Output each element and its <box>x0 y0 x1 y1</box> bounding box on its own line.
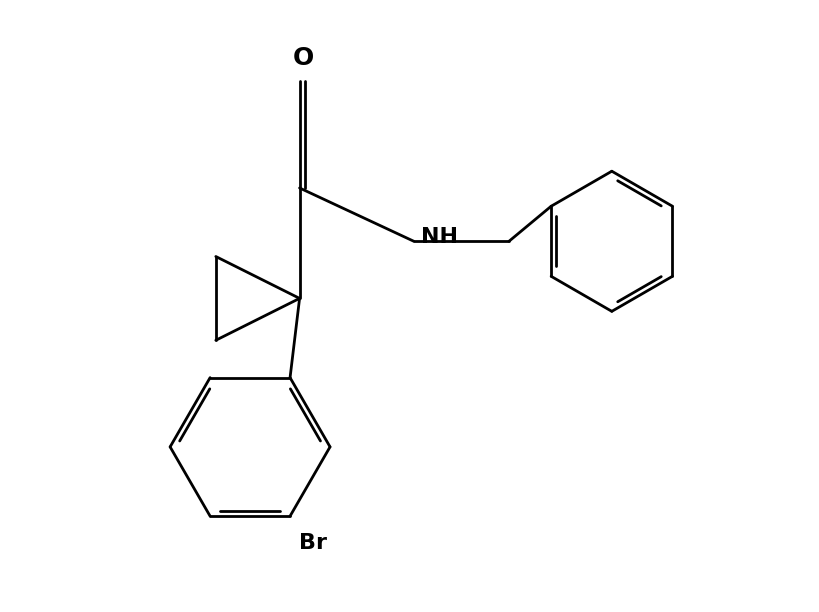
Text: Br: Br <box>299 533 327 553</box>
Text: NH: NH <box>421 228 458 247</box>
Text: O: O <box>292 46 314 70</box>
